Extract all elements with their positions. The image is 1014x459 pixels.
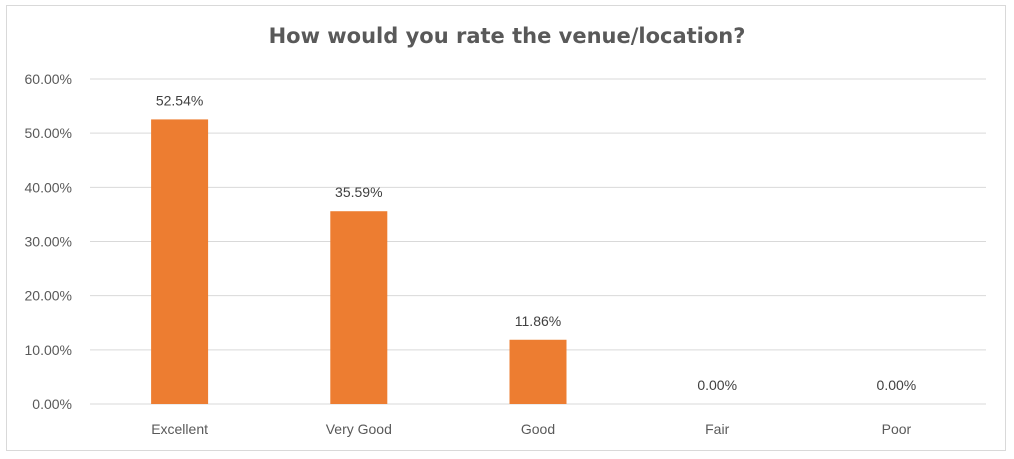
y-tick-label: 20.00% xyxy=(25,288,72,304)
bar-good xyxy=(509,339,567,404)
y-tick-label: 60.00% xyxy=(25,71,72,87)
y-tick-label: 10.00% xyxy=(25,342,72,358)
y-tick-label: 40.00% xyxy=(25,179,72,195)
x-tick-label: Very Good xyxy=(326,421,392,437)
data-label: 0.00% xyxy=(877,377,917,393)
data-label: 35.59% xyxy=(335,184,382,200)
y-tick-label: 0.00% xyxy=(32,396,72,412)
data-labels: 52.54% 35.59% 11.86% 0.00% 0.00% xyxy=(156,92,916,393)
chart-title: How would you rate the venue/location? xyxy=(268,24,746,48)
data-label: 11.86% xyxy=(515,313,561,329)
gridlines xyxy=(90,78,986,405)
x-tick-label: Fair xyxy=(705,421,729,437)
bars xyxy=(151,119,567,405)
x-axis-ticks: Excellent Very Good Good Fair Poor xyxy=(151,421,911,437)
x-tick-label: Excellent xyxy=(151,421,208,437)
data-label: 52.54% xyxy=(156,92,203,108)
bar-very-good xyxy=(330,211,388,404)
y-tick-label: 50.00% xyxy=(25,125,72,141)
y-tick-label: 30.00% xyxy=(25,234,72,250)
x-tick-label: Poor xyxy=(882,421,912,437)
data-label: 0.00% xyxy=(697,377,737,393)
bar-excellent xyxy=(151,119,209,405)
x-tick-label: Good xyxy=(521,421,555,437)
y-axis-ticks: 0.00% 10.00% 20.00% 30.00% 40.00% 50.00% 60.00… xyxy=(25,71,72,412)
